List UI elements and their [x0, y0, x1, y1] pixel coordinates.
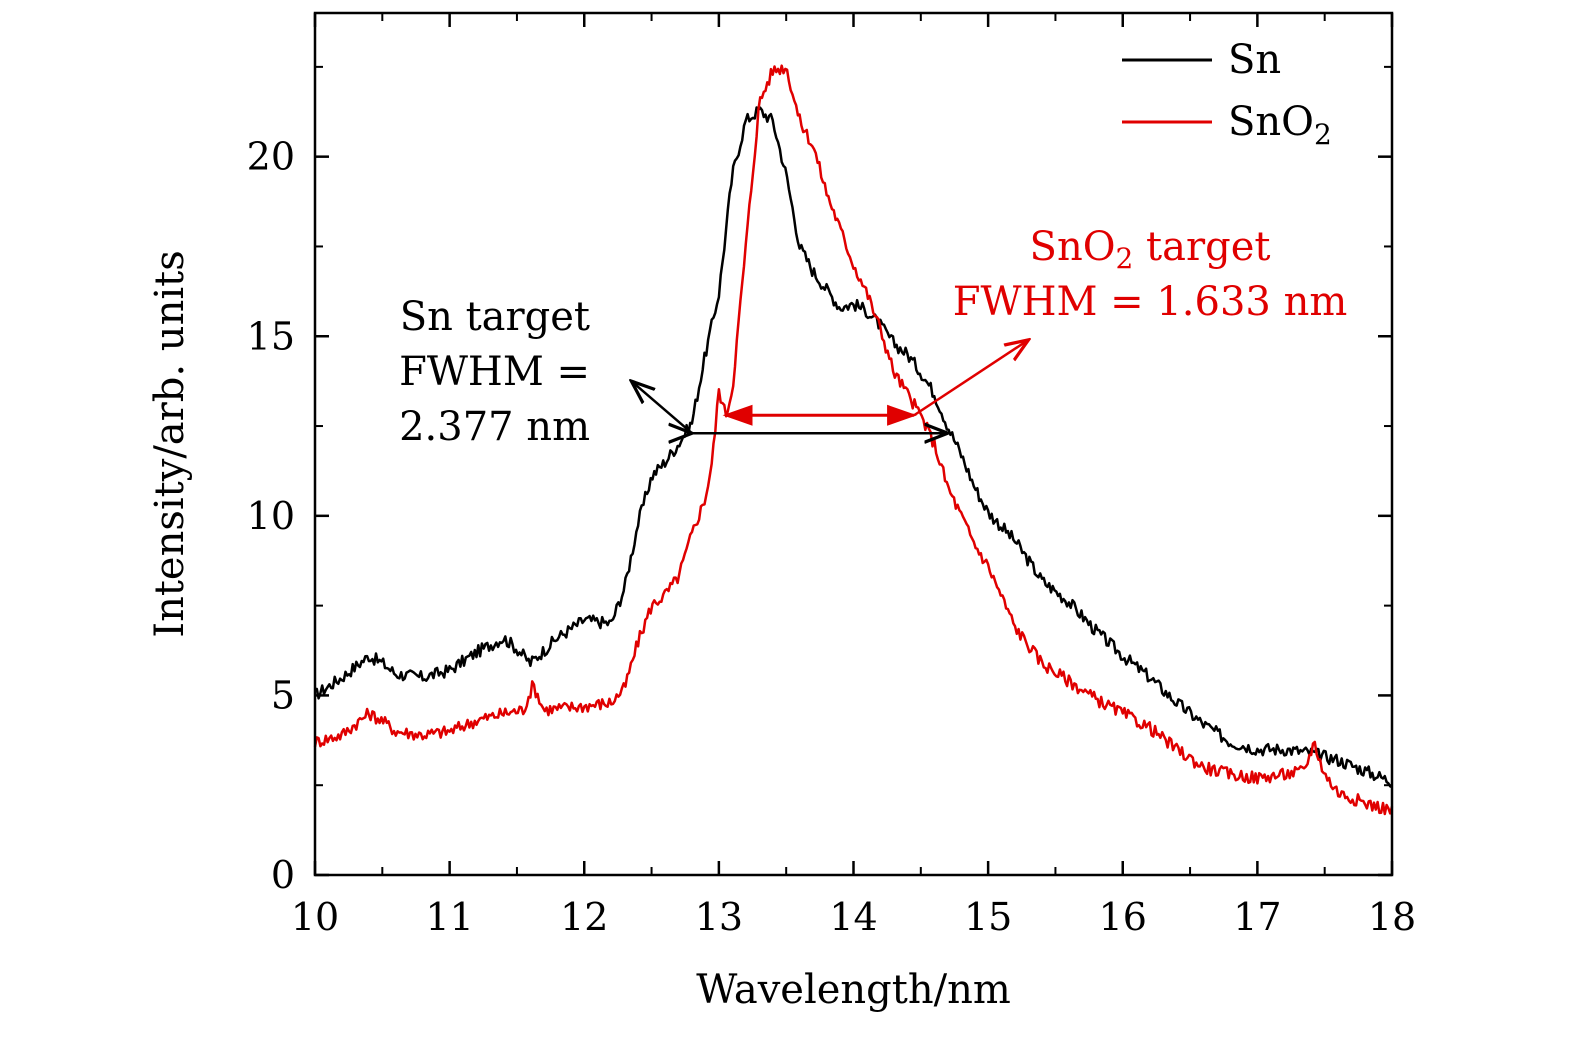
sn-annotation-line2: FWHM = — [399, 349, 590, 395]
sn-annotation: Sn target FWHM = 2.377 nm — [399, 294, 590, 450]
y-tick-label: 5 — [271, 673, 295, 717]
x-tick-label: 15 — [964, 895, 1012, 939]
y-tick-label: 10 — [247, 494, 295, 538]
y-tick-label: 0 — [271, 853, 295, 897]
legend: Sn SnO2 — [1122, 37, 1332, 151]
sn-annotation-line1: Sn target — [400, 294, 590, 340]
sno2-annotation-sub: 2 — [1116, 242, 1134, 275]
sno2-annotation-main: SnO — [1030, 224, 1116, 270]
x-axis-title: Wavelength/nm — [696, 967, 1011, 1013]
x-tick-label: 16 — [1099, 895, 1147, 939]
x-tick-label: 13 — [695, 895, 743, 939]
y-axis-title: Intensity/arb. units — [147, 250, 193, 637]
y-tick-label: 15 — [247, 314, 295, 358]
legend-label: Sn — [1228, 37, 1281, 83]
x-tick-label: 17 — [1233, 895, 1281, 939]
x-tick-label: 10 — [291, 895, 339, 939]
y-axis-ticks: 0 5 10 15 20 — [247, 65, 1392, 897]
series-sn-line — [314, 106, 1393, 789]
x-tick-label: 14 — [829, 895, 877, 939]
x-tick-label: 18 — [1368, 895, 1416, 939]
x-tick-label: 11 — [425, 895, 473, 939]
sno2-pointer-arrow — [913, 340, 1028, 417]
sn-annotation-line3: 2.377 nm — [399, 404, 590, 450]
sno2-annotation-line2: FWHM = 1.633 nm — [953, 279, 1348, 325]
series-layer — [313, 64, 1394, 816]
sno2-annotation-rest: target — [1133, 224, 1270, 270]
sno2-annotation: SnO2 target FWHM = 1.633 nm — [953, 224, 1348, 325]
series-sno2-line — [313, 64, 1394, 816]
x-axis-ticks: 10 11 12 13 14 15 16 17 18 — [291, 13, 1416, 939]
x-tick-label: 12 — [560, 895, 608, 939]
fwhm-annotations — [631, 340, 1028, 433]
sn-pointer-arrow — [631, 381, 693, 435]
legend-label: SnO2 — [1228, 99, 1332, 151]
y-tick-label: 20 — [247, 135, 295, 179]
sno2-annotation-line1: SnO2 target — [1030, 224, 1271, 275]
